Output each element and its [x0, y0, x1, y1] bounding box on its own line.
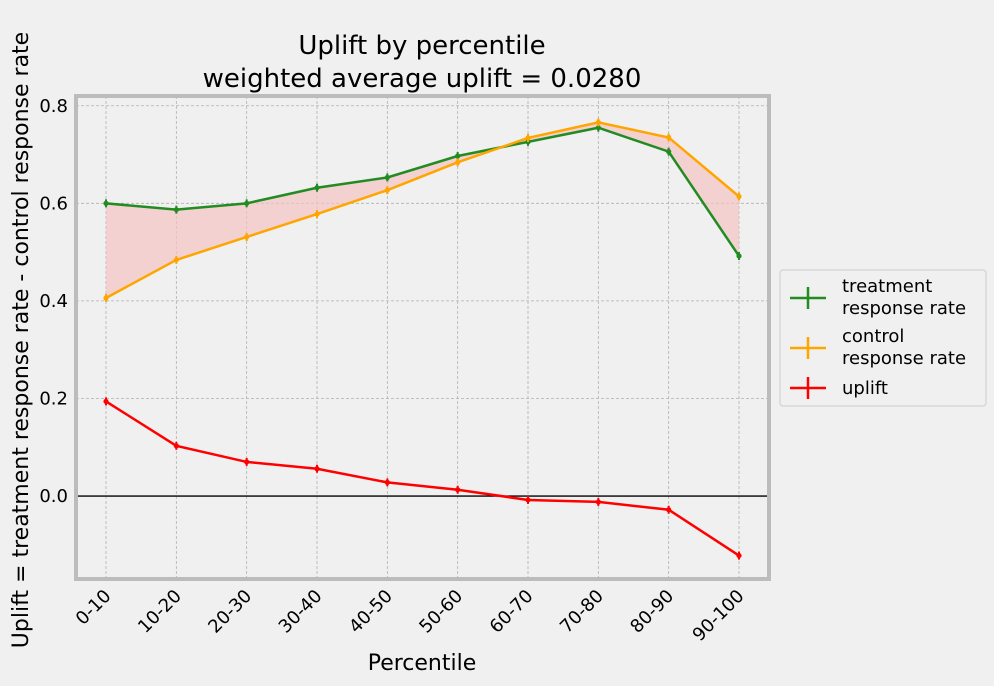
plot-frame [74, 94, 771, 581]
fill-between-polygon [106, 122, 739, 298]
legend-label-control-response-rate: response rate [842, 348, 966, 369]
data-point-treatment-response-rate [314, 185, 320, 191]
data-point-control-response-rate [666, 134, 672, 141]
data-point-treatment-response-rate [736, 253, 742, 259]
data-point-control-response-rate [595, 119, 601, 125]
y-tick-labels: 0.0 0.2 0.4 0.6 0.8 [39, 96, 68, 507]
legend-label-uplift: uplift [842, 378, 888, 399]
x-tick-label: 40-50 [345, 586, 397, 638]
data-point-uplift [455, 487, 461, 493]
data-point-treatment-response-rate [173, 207, 179, 213]
chart-title: Uplift by percentile [298, 31, 545, 61]
series-line-treatment-response-rate [105, 126, 741, 257]
data-point-treatment-response-rate [103, 200, 109, 206]
x-tick-label: 80-90 [626, 586, 678, 638]
x-tick-label: 90-100 [689, 586, 749, 646]
fill-between-area [106, 122, 739, 298]
x-tick-label: 10-20 [134, 586, 186, 638]
data-point-treatment-response-rate [595, 125, 601, 131]
x-tick-label: 30-40 [275, 586, 327, 638]
series-line-control-response-rate [105, 121, 740, 300]
x-tick-labels: 0-10 10-20 20-30 30-40 40-50 50-60 60-70 70-80 8… [72, 586, 749, 646]
data-point-control-response-rate [103, 295, 109, 301]
y-tick-label: 0.8 [39, 96, 68, 117]
y-tick-label: 0.0 [39, 486, 68, 507]
series-group [103, 118, 742, 560]
chart-subtitle: weighted average uplift = 0.0280 [203, 64, 642, 94]
data-point-uplift [103, 398, 109, 405]
data-point-uplift [595, 499, 601, 505]
data-point-uplift [314, 466, 320, 472]
data-point-control-response-rate [525, 135, 531, 141]
data-point-treatment-response-rate [666, 149, 672, 155]
series-line-uplift [105, 400, 740, 557]
x-tick-label: 50-60 [415, 586, 467, 638]
data-point-control-response-rate [384, 187, 390, 193]
data-point-uplift [525, 497, 531, 503]
data-point-uplift [736, 552, 742, 559]
x-axis-label: Percentile [368, 651, 477, 676]
y-tick-label: 0.6 [39, 193, 68, 214]
data-point-uplift [173, 443, 179, 449]
x-tick-label: 70-80 [556, 586, 608, 638]
legend-label-treatment-response-rate: treatment [842, 276, 932, 297]
data-point-control-response-rate [244, 234, 250, 240]
x-tick-label: 0-10 [72, 586, 116, 630]
data-point-treatment-response-rate [455, 153, 461, 159]
data-point-control-response-rate [455, 159, 461, 165]
data-point-uplift [666, 507, 672, 513]
data-point-control-response-rate [173, 257, 179, 263]
legend-label-control-response-rate: control [842, 326, 904, 347]
data-point-uplift [384, 479, 390, 485]
y-tick-label: 0.2 [39, 388, 68, 409]
x-tick-label: 60-70 [486, 586, 538, 638]
data-point-control-response-rate [736, 193, 742, 200]
data-point-control-response-rate [314, 211, 320, 217]
data-point-treatment-response-rate [384, 174, 390, 181]
y-axis-label: Uplift = treatment response rate - contr… [9, 32, 34, 648]
y-tick-label: 0.4 [39, 291, 68, 312]
x-tick-label: 20-30 [204, 586, 256, 638]
legend-label-treatment-response-rate: response rate [842, 298, 966, 319]
data-point-treatment-response-rate [244, 200, 250, 206]
legend-box [779, 269, 987, 407]
data-point-uplift [244, 459, 250, 465]
